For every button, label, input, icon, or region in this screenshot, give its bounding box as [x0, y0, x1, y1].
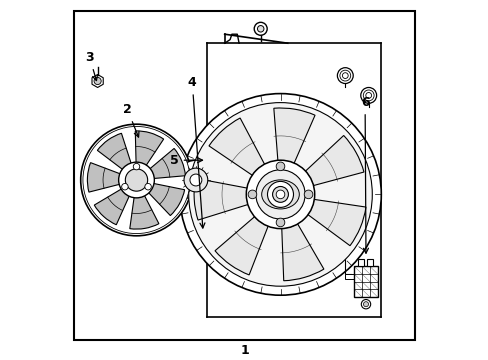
- Circle shape: [122, 184, 128, 190]
- Wedge shape: [194, 178, 251, 220]
- Circle shape: [179, 94, 381, 295]
- Circle shape: [363, 90, 373, 101]
- Circle shape: [267, 181, 293, 207]
- Text: 6: 6: [360, 96, 368, 253]
- Circle shape: [189, 174, 202, 186]
- Text: 2: 2: [123, 103, 139, 137]
- Circle shape: [276, 162, 284, 171]
- Circle shape: [257, 26, 264, 32]
- Ellipse shape: [261, 180, 299, 209]
- Circle shape: [81, 124, 192, 236]
- Text: 4: 4: [187, 76, 204, 228]
- Circle shape: [183, 168, 207, 192]
- Circle shape: [246, 160, 314, 229]
- Circle shape: [360, 87, 376, 103]
- Text: 5: 5: [169, 154, 202, 167]
- Wedge shape: [305, 199, 365, 246]
- Circle shape: [272, 186, 288, 202]
- Wedge shape: [302, 135, 363, 186]
- Circle shape: [125, 169, 147, 191]
- Circle shape: [363, 302, 368, 307]
- Text: 1: 1: [240, 345, 248, 357]
- Circle shape: [133, 163, 140, 170]
- Circle shape: [119, 162, 154, 198]
- Bar: [345, 274, 354, 279]
- Bar: [354, 266, 377, 297]
- Wedge shape: [147, 183, 184, 216]
- Circle shape: [276, 190, 284, 199]
- Wedge shape: [281, 221, 323, 281]
- Circle shape: [339, 70, 350, 81]
- Wedge shape: [97, 133, 131, 171]
- Wedge shape: [148, 148, 185, 179]
- Circle shape: [361, 300, 370, 309]
- Bar: [357, 259, 364, 266]
- Circle shape: [83, 126, 190, 234]
- Text: 3: 3: [85, 51, 97, 81]
- Circle shape: [337, 68, 352, 84]
- Circle shape: [255, 170, 305, 219]
- Wedge shape: [208, 118, 265, 177]
- Circle shape: [94, 77, 101, 85]
- Wedge shape: [215, 214, 269, 275]
- Circle shape: [176, 160, 215, 200]
- Circle shape: [254, 22, 266, 35]
- Wedge shape: [94, 188, 130, 225]
- Circle shape: [365, 93, 371, 98]
- Wedge shape: [129, 194, 159, 229]
- Circle shape: [342, 73, 347, 78]
- Bar: [366, 259, 373, 266]
- Circle shape: [247, 190, 256, 199]
- Circle shape: [188, 103, 371, 286]
- Polygon shape: [92, 75, 103, 87]
- Wedge shape: [135, 131, 163, 167]
- Circle shape: [276, 218, 284, 227]
- Wedge shape: [87, 163, 122, 192]
- Circle shape: [144, 184, 151, 190]
- Circle shape: [304, 190, 312, 199]
- Wedge shape: [273, 108, 314, 166]
